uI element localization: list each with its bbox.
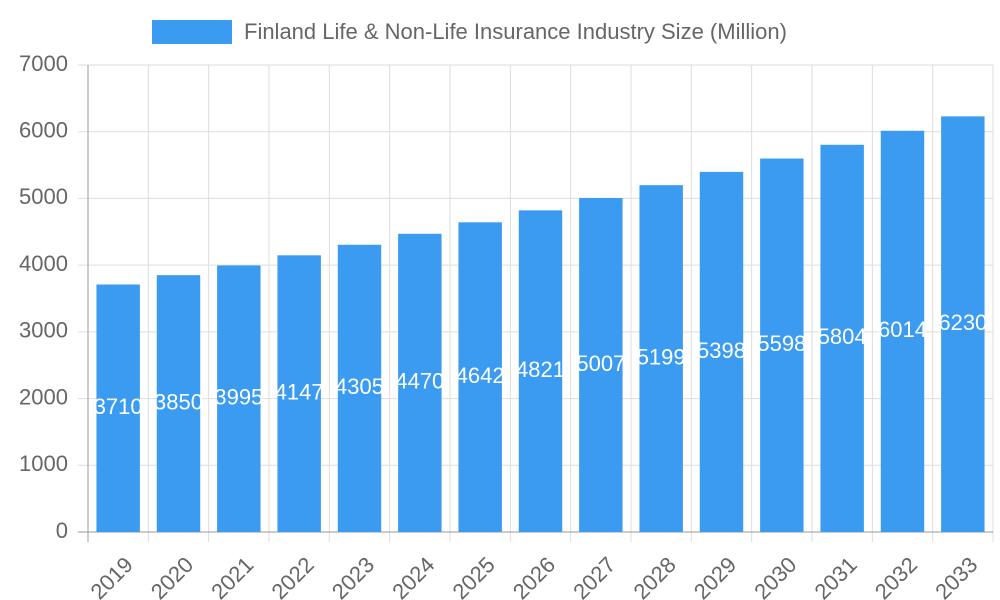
y-tick-label: 0 <box>56 518 68 543</box>
data-label: 5598 <box>757 331 806 356</box>
data-label: 4642 <box>456 363 505 388</box>
x-tick-label: 2027 <box>568 552 620 600</box>
y-tick-label: 2000 <box>19 384 68 409</box>
x-tick-label: 2024 <box>387 552 439 600</box>
data-label: 5804 <box>818 324 867 349</box>
x-tick-label: 2026 <box>508 552 560 600</box>
data-label: 4147 <box>275 379 324 404</box>
bar <box>337 244 382 533</box>
bar <box>96 284 140 532</box>
x-tick-label: 2019 <box>86 552 138 600</box>
data-label: 5398 <box>697 338 746 363</box>
bar <box>458 222 502 532</box>
bar <box>941 116 985 533</box>
bar <box>760 158 804 532</box>
x-tick-label: 2020 <box>146 552 198 600</box>
x-tick-label: 2030 <box>749 552 801 600</box>
bar <box>639 185 683 532</box>
y-tick-label: 3000 <box>19 318 68 343</box>
bar <box>579 197 623 532</box>
bar <box>518 210 563 532</box>
data-label: 4305 <box>335 374 384 399</box>
y-tick-label: 5000 <box>19 184 68 209</box>
bar <box>398 233 442 532</box>
data-label: 3995 <box>214 385 263 410</box>
bar <box>699 171 744 532</box>
x-tick-label: 2023 <box>327 552 379 600</box>
x-tick-label: 2022 <box>267 552 319 600</box>
x-tick-label: 2028 <box>629 552 681 600</box>
x-tick-label: 2033 <box>930 552 982 600</box>
x-tick-label: 2031 <box>810 552 862 600</box>
bar <box>820 144 864 532</box>
data-label: 3710 <box>94 394 143 419</box>
legend-label: Finland Life & Non-Life Insurance Indust… <box>244 19 787 44</box>
data-label: 5007 <box>576 351 625 376</box>
bar <box>880 130 925 533</box>
y-tick-label: 6000 <box>19 118 68 143</box>
bar <box>217 265 261 532</box>
legend-swatch <box>152 20 232 44</box>
data-label: 6230 <box>938 310 987 335</box>
data-label: 6014 <box>878 317 927 342</box>
data-label: 5199 <box>637 344 686 369</box>
bar <box>277 255 321 532</box>
bar <box>156 275 201 532</box>
x-tick-label: 2021 <box>206 552 258 600</box>
y-tick-label: 1000 <box>19 451 68 476</box>
data-label: 4470 <box>395 369 444 394</box>
y-tick-label: 4000 <box>19 251 68 276</box>
y-tick-label: 7000 <box>19 51 68 76</box>
x-tick-label: 2029 <box>689 552 741 600</box>
x-tick-label: 2025 <box>448 552 500 600</box>
x-tick-label: 2032 <box>870 552 922 600</box>
data-label: 4821 <box>516 357 565 382</box>
data-label: 3850 <box>154 389 203 414</box>
